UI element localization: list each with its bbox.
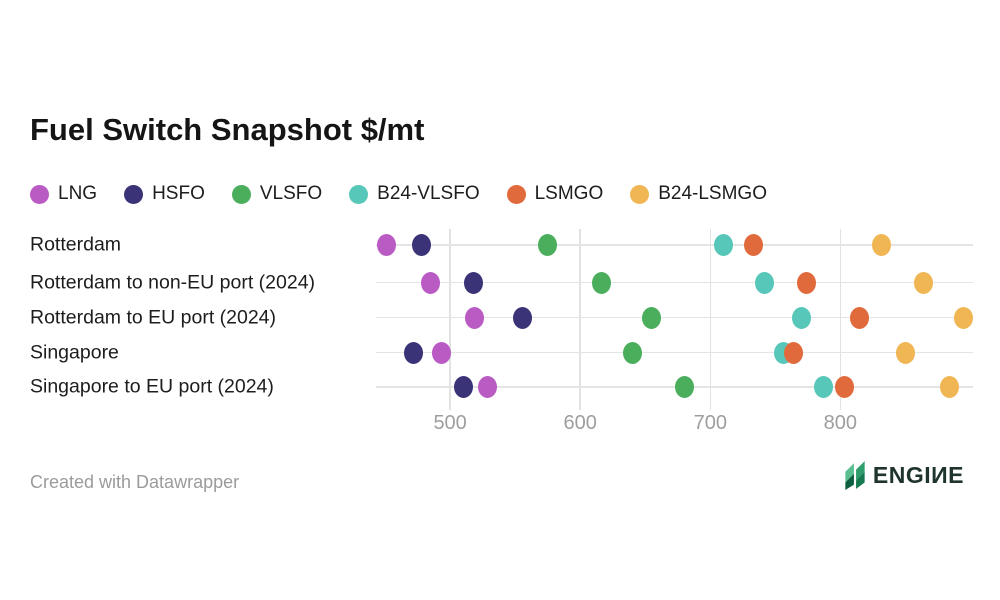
- dot-b24-lsmgo: [914, 271, 934, 294]
- dot-hsfo: [464, 271, 484, 294]
- x-axis-tick-label: 500: [433, 412, 467, 434]
- legend-label: B24-VLSFO: [377, 183, 480, 204]
- grid-line: [449, 229, 451, 410]
- legend-swatch-icon: [30, 184, 49, 204]
- dot-lng: [465, 306, 485, 329]
- dot-lng: [421, 271, 441, 294]
- dot-hsfo: [453, 376, 473, 398]
- legend-label: B24-LSMGO: [658, 183, 767, 204]
- dot-lng: [431, 341, 451, 364]
- dot-b24-lsmgo: [954, 306, 974, 329]
- dot-b24-vlsfo: [813, 376, 833, 398]
- dot-hsfo: [412, 234, 432, 256]
- legend-swatch-icon: [630, 184, 650, 204]
- dot-lng: [376, 234, 396, 256]
- dot-hsfo: [404, 341, 424, 364]
- legend-label: LSMGO: [534, 183, 604, 204]
- legend-item-b24-lsmgo: B24-LSMGO: [630, 183, 767, 205]
- dot-vlsfo: [622, 341, 642, 364]
- row-label: Rotterdam to EU port (2024): [30, 306, 277, 328]
- dot-lsmgo: [797, 271, 817, 294]
- legend-swatch-icon: [506, 184, 526, 204]
- row-label: Rotterdam to non-EU port (2024): [30, 271, 316, 293]
- legend: LNG HSFO VLSFO B24-VLSFO LSMGO B24-LSMGO: [30, 183, 767, 205]
- legend-label: HSFO: [152, 183, 205, 204]
- legend-item-vlsfo: VLSFO: [231, 183, 323, 205]
- legend-item-hsfo: HSFO: [124, 183, 205, 205]
- dot-vlsfo: [538, 234, 558, 256]
- row-label: Singapore to EU port (2024): [30, 375, 274, 398]
- row-label: Singapore: [30, 341, 119, 363]
- attribution-text: Created with Datawrapper: [30, 472, 240, 492]
- dot-lsmgo: [784, 341, 803, 364]
- engine-logo: ENGIИE: [842, 460, 964, 490]
- row-line: [376, 316, 973, 319]
- dot-b24-vlsfo: [791, 306, 811, 329]
- dot-hsfo: [513, 306, 533, 329]
- legend-swatch-icon: [124, 184, 144, 204]
- dot-vlsfo: [674, 376, 694, 398]
- row-line: [376, 386, 973, 388]
- dot-vlsfo: [591, 271, 611, 294]
- x-axis-tick-label: 600: [563, 412, 597, 434]
- legend-swatch-icon: [349, 184, 369, 204]
- dot-b24-lsmgo: [895, 341, 915, 364]
- dot-b24-vlsfo: [713, 234, 733, 256]
- legend-swatch-icon: [231, 184, 251, 204]
- dot-vlsfo: [642, 306, 662, 329]
- grid-line: [579, 229, 581, 410]
- dot-lsmgo: [743, 234, 763, 256]
- dot-b24-lsmgo: [872, 234, 892, 256]
- dot-lng: [478, 376, 498, 398]
- legend-label: LNG: [58, 183, 98, 204]
- page-title: Fuel Switch Snapshot $/mt: [30, 112, 425, 147]
- row-line: [376, 244, 973, 246]
- x-axis-tick-label: 700: [693, 412, 727, 434]
- dot-lsmgo: [834, 376, 854, 398]
- x-axis-tick-label: 800: [823, 412, 858, 434]
- legend-item-lsmgo: LSMGO: [506, 183, 604, 205]
- row-line: [376, 351, 973, 354]
- legend-item-lng: LNG: [30, 183, 97, 205]
- legend-label: VLSFO: [259, 183, 323, 204]
- engine-leaf-icon: [845, 461, 865, 490]
- grid-line: [709, 229, 712, 410]
- legend-item-b24-vlsfo: B24-VLSFO: [349, 183, 480, 205]
- grid-line: [839, 229, 842, 410]
- engine-logo-text: ENGIИE: [872, 461, 964, 488]
- dot-b24-vlsfo: [755, 271, 775, 294]
- row-label: Rotterdam: [30, 233, 122, 256]
- dot-b24-lsmgo: [940, 376, 960, 398]
- dot-lsmgo: [850, 306, 870, 329]
- row-line: [376, 281, 973, 284]
